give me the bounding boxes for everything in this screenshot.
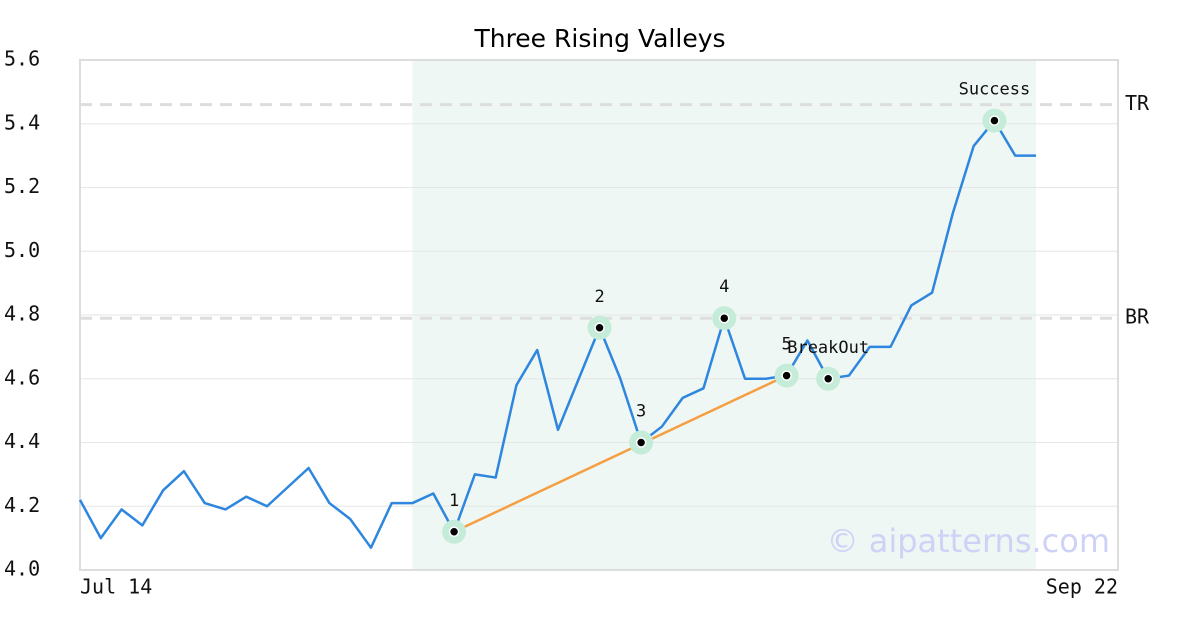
annotation-dot [719,312,730,324]
annotation-dot [448,526,460,537]
annotation-label: Success [959,80,1031,100]
x-tick-label: Jul 14 [80,575,152,599]
price-line [78,119,1036,549]
y-tick-label: 4.4 [4,429,40,453]
level-label: BR [1125,305,1150,329]
plot-frame [79,59,1119,571]
y-tick-label: 5.4 [4,110,40,134]
annotation-dot [781,370,792,381]
x-tick-label: Sep 22 [1046,575,1118,599]
y-tick-label: 5.0 [4,238,40,262]
annotation-dot [635,437,647,448]
chart-title: Three Rising Valleys [473,24,725,53]
y-tick-label: 4.0 [4,557,40,581]
trendline [453,374,788,533]
annotation-dot [989,115,1000,126]
y-tick-label: 4.6 [4,365,40,389]
annotation-dot [594,322,605,333]
annotation-label: 5 [781,335,791,355]
y-tick-label: 5.6 [4,47,40,71]
annotation-label: 1 [449,491,459,511]
y-tick-label: 5.2 [4,174,40,198]
y-tick-label: 4.2 [4,493,40,517]
annotation-label: 2 [594,287,604,307]
annotation-label: 4 [719,277,729,297]
watermark: © aipatterns.com [827,522,1110,560]
annotation-label: BreakOut [787,338,869,358]
annotation-label: 3 [636,402,646,422]
annotation-dot [822,373,834,384]
y-tick-label: 4.8 [4,302,40,326]
level-label: TR [1125,91,1150,115]
